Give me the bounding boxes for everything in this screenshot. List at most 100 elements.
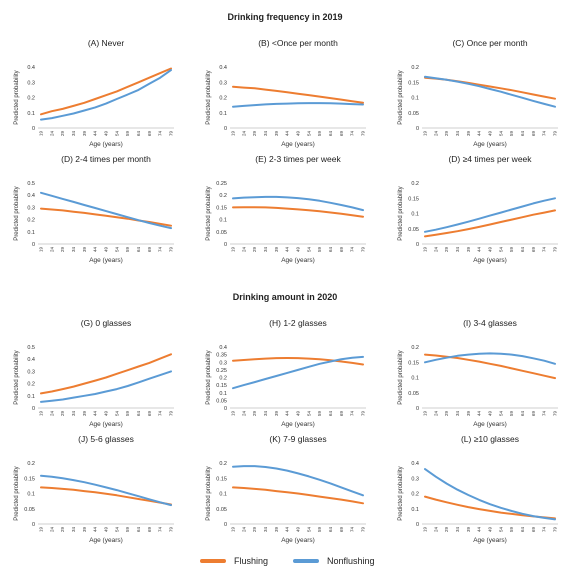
x-tick-label: 79 bbox=[169, 131, 174, 137]
series-line-nonflushing bbox=[424, 468, 556, 521]
y-tick-label: 0.5 bbox=[27, 181, 35, 187]
series-line-nonflushing bbox=[424, 197, 556, 233]
x-tick-label: 49 bbox=[104, 527, 109, 533]
x-tick-label: 74 bbox=[350, 527, 355, 533]
x-tick-label: 34 bbox=[71, 131, 76, 137]
x-tick-label: 64 bbox=[136, 247, 141, 253]
x-tick-label: 74 bbox=[350, 131, 355, 137]
x-tick-label: 59 bbox=[317, 131, 322, 137]
x-tick-label: 79 bbox=[553, 131, 558, 137]
x-tick-label: 59 bbox=[509, 411, 514, 417]
series-line-nonflushing bbox=[40, 370, 172, 403]
legend-flushing: Flushing bbox=[200, 556, 268, 566]
x-tick-label: 69 bbox=[531, 131, 536, 137]
x-tick-label: 19 bbox=[39, 131, 44, 137]
panel-title: (D) 2-4 times per month bbox=[61, 154, 151, 164]
x-tick-label: 49 bbox=[104, 411, 109, 417]
y-tick-label: 0 bbox=[224, 522, 227, 528]
x-tick-label: 49 bbox=[296, 131, 301, 137]
x-tick-label: 19 bbox=[39, 411, 44, 417]
y-tick-label: 0.1 bbox=[219, 492, 227, 498]
x-tick-label: 19 bbox=[39, 527, 44, 533]
x-tick-label: 54 bbox=[114, 411, 119, 417]
x-tick-label: 69 bbox=[531, 527, 536, 533]
y-tick-label: 0.15 bbox=[408, 80, 419, 86]
x-tick-label: 49 bbox=[488, 131, 493, 137]
x-tick-label: 24 bbox=[241, 527, 246, 533]
y-tick-label: 0.05 bbox=[24, 507, 35, 513]
x-tick-label: 79 bbox=[361, 527, 366, 533]
x-tick-label: 69 bbox=[531, 411, 536, 417]
y-tick-label: 0 bbox=[416, 242, 419, 248]
y-tick-label: 0 bbox=[416, 406, 419, 412]
x-tick-label: 54 bbox=[306, 247, 311, 253]
x-tick-label: 49 bbox=[296, 411, 301, 417]
x-tick-label: 24 bbox=[241, 247, 246, 253]
y-tick-label: 0.2 bbox=[27, 461, 35, 467]
x-tick-label: 24 bbox=[241, 411, 246, 417]
x-tick-label: 49 bbox=[104, 247, 109, 253]
series-line-flushing bbox=[232, 85, 364, 104]
panel-title: (A) Never bbox=[88, 38, 125, 48]
x-tick-label: 74 bbox=[542, 247, 547, 253]
x-axis-label: Age (years) bbox=[89, 537, 123, 544]
series-line-nonflushing bbox=[424, 75, 556, 108]
y-axis-label: Predicted probability bbox=[206, 186, 212, 240]
series-line-flushing bbox=[424, 209, 556, 238]
y-tick-label: 0.1 bbox=[411, 212, 419, 218]
y-tick-label: 0.25 bbox=[216, 368, 227, 374]
x-tick-label: 44 bbox=[93, 527, 98, 533]
x-tick-label: 44 bbox=[477, 131, 482, 137]
y-tick-label: 0.4 bbox=[27, 193, 35, 199]
x-tick-label: 34 bbox=[263, 411, 268, 417]
x-tick-label: 24 bbox=[433, 131, 438, 137]
x-tick-label: 39 bbox=[466, 131, 471, 137]
x-tick-label: 24 bbox=[241, 131, 246, 137]
x-tick-label: 79 bbox=[169, 527, 174, 533]
x-tick-label: 39 bbox=[82, 247, 87, 253]
y-tick-label: 0.05 bbox=[216, 398, 227, 404]
x-tick-label: 24 bbox=[49, 411, 54, 417]
x-tick-label: 79 bbox=[361, 131, 366, 137]
series-line-nonflushing bbox=[232, 195, 364, 212]
x-tick-label: 44 bbox=[477, 247, 482, 253]
y-tick-label: 0.2 bbox=[219, 96, 227, 102]
y-tick-label: 0 bbox=[32, 242, 35, 248]
x-tick-label: 54 bbox=[114, 247, 119, 253]
series-line-nonflushing bbox=[232, 355, 364, 390]
series-line-flushing bbox=[40, 353, 172, 395]
x-tick-label: 59 bbox=[317, 527, 322, 533]
x-tick-label: 79 bbox=[553, 527, 558, 533]
y-tick-label: 0.3 bbox=[27, 205, 35, 211]
y-axis-label: Predicted probability bbox=[14, 350, 20, 404]
y-tick-label: 0.1 bbox=[27, 230, 35, 236]
x-tick-label: 29 bbox=[444, 411, 449, 417]
x-tick-label: 69 bbox=[339, 247, 344, 253]
x-tick-label: 74 bbox=[542, 131, 547, 137]
x-tick-label: 19 bbox=[423, 247, 428, 253]
x-tick-label: 24 bbox=[433, 411, 438, 417]
x-tick-label: 39 bbox=[466, 247, 471, 253]
x-tick-label: 74 bbox=[158, 247, 163, 253]
x-tick-label: 34 bbox=[263, 527, 268, 533]
panel-title: (C) Once per month bbox=[452, 38, 527, 48]
x-tick-label: 54 bbox=[498, 131, 503, 137]
y-tick-label: 0.2 bbox=[219, 193, 227, 199]
x-tick-label: 79 bbox=[169, 411, 174, 417]
x-tick-label: 54 bbox=[114, 527, 119, 533]
x-tick-label: 69 bbox=[339, 527, 344, 533]
x-tick-label: 29 bbox=[60, 247, 65, 253]
y-tick-label: 0.2 bbox=[411, 345, 419, 351]
x-tick-label: 29 bbox=[60, 527, 65, 533]
x-tick-label: 74 bbox=[350, 411, 355, 417]
y-tick-label: 0.4 bbox=[27, 357, 35, 363]
x-tick-label: 54 bbox=[306, 411, 311, 417]
y-axis-label: Predicted probability bbox=[206, 70, 212, 124]
x-tick-label: 79 bbox=[169, 247, 174, 253]
x-tick-label: 29 bbox=[60, 131, 65, 137]
y-tick-label: 0.1 bbox=[219, 111, 227, 117]
series-line-flushing bbox=[40, 486, 172, 506]
x-tick-label: 29 bbox=[252, 131, 257, 137]
y-tick-label: 0 bbox=[32, 522, 35, 528]
y-tick-label: 0.15 bbox=[216, 383, 227, 389]
